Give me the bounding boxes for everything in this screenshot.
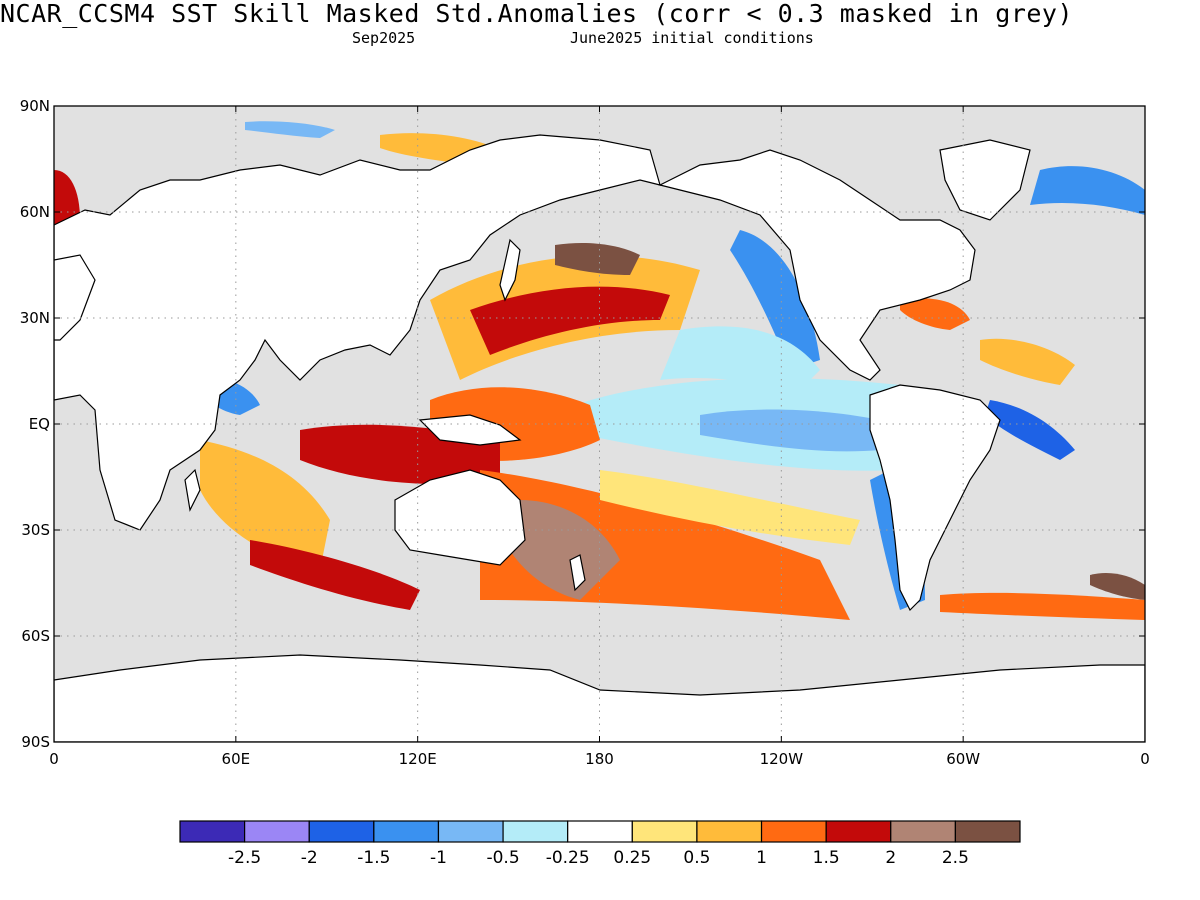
anomaly-region-nw-atlantic-warm (900, 298, 970, 330)
colorbar-tick-label: 2.5 (942, 848, 969, 868)
colorbar-swatch (954, 820, 1021, 843)
land-greenland (939, 139, 1031, 221)
colorbar-tick-label: -0.5 (486, 848, 519, 868)
colorbar-swatch (890, 820, 956, 843)
anomaly-region-tropical-atlantic-cool (985, 400, 1075, 460)
anomaly-region-cold-tongue-core (700, 409, 880, 452)
valid-month-label: Sep2025 (352, 29, 416, 47)
colorbar-swatch (825, 820, 892, 843)
x-tick-label: 60W (946, 750, 980, 768)
anomaly-region-south-pacific-yellow (600, 470, 860, 545)
colorbar-tick-label: -0.25 (546, 848, 590, 868)
anomaly-region-subpolar-atlantic-cool (1030, 166, 1145, 215)
colorbar-swatch (567, 820, 633, 843)
land-africa-eurasia (54, 134, 661, 531)
anomaly-region-california-current-cool (730, 230, 820, 370)
anomaly-region-north-atlantic-warm (980, 338, 1075, 385)
x-tick-label: 180 (585, 750, 614, 768)
colorbar-labels: -2.5 -2 -1.5 -1 -0.5 -0.25 0.25 0.5 1 1.5 2 2.5 (228, 848, 969, 868)
colorbar-swatch (308, 820, 375, 843)
y-tick-label: 60N (20, 203, 50, 221)
colorbar-swatch (373, 820, 440, 843)
anomaly-region-south-pacific-brown (500, 500, 620, 600)
colorbar-tick-label: -1 (430, 848, 447, 868)
land-south-america (869, 384, 1001, 612)
colorbar-swatch (502, 820, 569, 843)
colorbar (179, 820, 1021, 843)
colorbar-tick-label: 0.25 (613, 848, 651, 868)
y-tick-label: 90N (20, 97, 50, 115)
colorbar-swatch (760, 820, 827, 843)
land-north-america (658, 149, 976, 381)
colorbar-tick-label: -2.5 (228, 848, 261, 868)
colorbar-swatch (179, 820, 246, 843)
land-madagascar (184, 468, 201, 512)
colorbar-tick-label: -2 (301, 848, 318, 868)
colorbar-swatch (696, 820, 763, 843)
y-axis-labels: 90N 60N 30N EQ 30S 60S 90S (20, 97, 50, 751)
land-new-zealand (569, 554, 586, 592)
colorbar-swatch (244, 820, 310, 843)
anomaly-region-northeast-pacific-cool (660, 326, 820, 390)
land-japan (499, 238, 521, 302)
anomaly-region-southern-ocean-warm-band (940, 592, 1145, 620)
colorbar-swatch (631, 820, 698, 843)
colorbar-tick-label: 2 (885, 848, 896, 868)
x-tick-label: 120W (760, 750, 804, 768)
y-tick-label: 60S (21, 627, 50, 645)
anomaly-region-southern-indian-red (250, 540, 420, 610)
colorbar-swatch (437, 820, 504, 843)
anomaly-region-arctic-cool (245, 121, 335, 138)
colorbar-tick-label: -1.5 (357, 848, 390, 868)
anomaly-region-south-atlantic-brown (1090, 573, 1145, 600)
initial-conditions-label: June2025 initial conditions (570, 29, 814, 47)
axis-ticks (53, 105, 1146, 743)
x-tick-label: 60E (222, 750, 251, 768)
y-tick-label: EQ (29, 415, 50, 433)
land-west-africa (54, 254, 96, 341)
x-axis-labels: 0 60E 120E 180 120W 60W 0 (49, 750, 1150, 768)
x-tick-label: 0 (49, 750, 59, 768)
colorbar-tick-label: 0.5 (683, 848, 710, 868)
chart-title: NCAR_CCSM4 SST Skill Masked Std.Anomalie… (0, 0, 1074, 28)
y-tick-label: 30N (20, 309, 50, 327)
x-tick-label: 0 (1140, 750, 1150, 768)
colorbar-tick-label: 1.5 (813, 848, 840, 868)
y-tick-label: 90S (21, 733, 50, 751)
anomaly-region-north-pacific-core (470, 286, 670, 355)
x-tick-label: 120E (399, 750, 437, 768)
anomaly-region-indian-ocean-warm (200, 440, 330, 570)
land-australia (394, 469, 526, 566)
y-tick-label: 30S (21, 521, 50, 539)
land-indonesia (418, 414, 522, 446)
anomaly-region-kuroshio-brown (555, 243, 640, 275)
colorbar-tick-label: 1 (756, 848, 767, 868)
